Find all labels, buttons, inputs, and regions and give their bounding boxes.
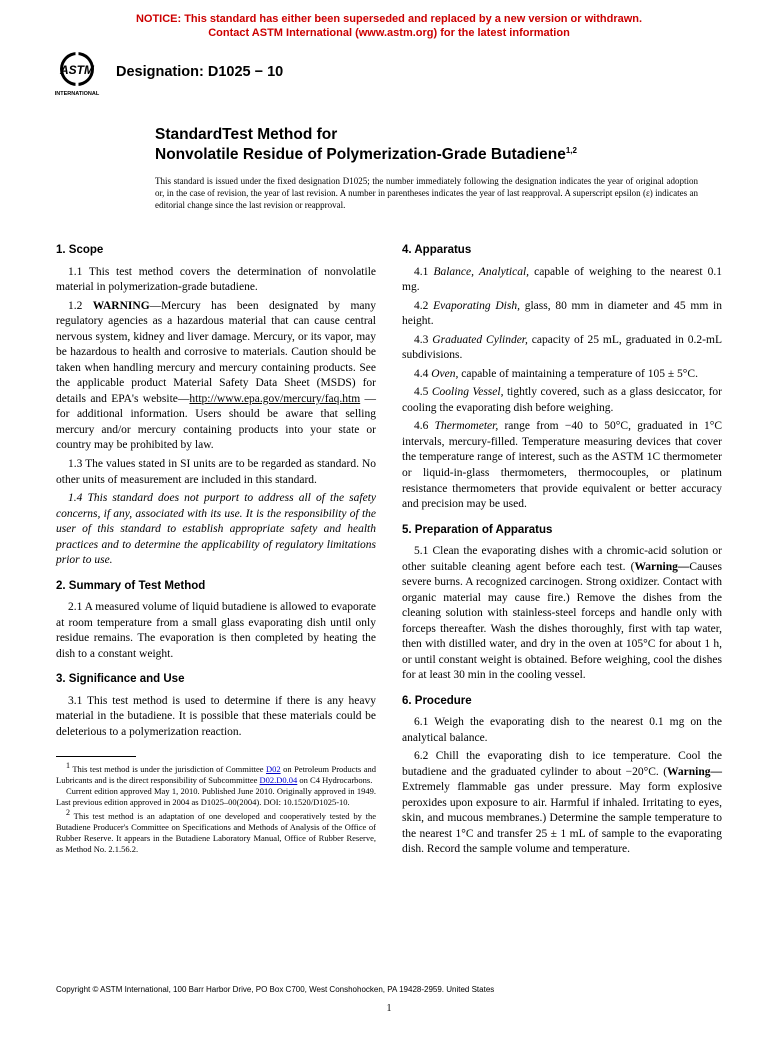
two-column-body: 1. Scope 1.1 This test method covers the… (0, 211, 778, 861)
title-line1: StandardTest Method for (155, 125, 718, 145)
para-1-4: 1.4 This standard does not purport to ad… (56, 491, 376, 569)
footnote-2: 2 This test method is an adaptation of o… (56, 808, 376, 855)
title-line2: Nonvolatile Residue of Polymerization-Gr… (155, 145, 718, 165)
section-5-heading: 5. Preparation of Apparatus (402, 523, 722, 539)
para-4-4: 4.4 Oven, capable of maintaining a tempe… (402, 367, 722, 383)
footnote-1b: Current edition approved May 1, 2010. Pu… (56, 786, 376, 808)
para-5-1: 5.1 Clean the evaporating dishes with a … (402, 544, 722, 684)
section-3-heading: 3. Significance and Use (56, 672, 376, 688)
para-6-1: 6.1 Weigh the evaporating dish to the ne… (402, 715, 722, 746)
committee-d02-link[interactable]: D02 (266, 764, 281, 774)
footnote-divider (56, 756, 136, 757)
section-6-heading: 6. Procedure (402, 694, 722, 710)
header-row: ASTM INTERNATIONAL Designation: D1025 − … (0, 49, 778, 97)
notice-line1: NOTICE: This standard has either been su… (0, 12, 778, 26)
para-4-3: 4.3 Graduated Cylinder, capacity of 25 m… (402, 333, 722, 364)
epa-mercury-link[interactable]: http://www.epa.gov/mercury/faq.htm (189, 393, 360, 405)
designation-code: D1025 − 10 (208, 64, 283, 80)
page-number: 1 (0, 1002, 778, 1016)
para-1-1: 1.1 This test method covers the determin… (56, 265, 376, 296)
svg-text:INTERNATIONAL: INTERNATIONAL (55, 91, 100, 97)
designation: Designation: D1025 − 10 (116, 63, 283, 83)
astm-logo-icon: ASTM INTERNATIONAL (52, 49, 102, 97)
para-4-6: 4.6 Thermometer, range from −40 to 50°C,… (402, 419, 722, 512)
footnote-1: 1 This test method is under the jurisdic… (56, 761, 376, 786)
section-2-heading: 2. Summary of Test Method (56, 579, 376, 595)
para-4-5: 4.5 Cooling Vessel, tightly covered, suc… (402, 385, 722, 416)
para-4-2: 4.2 Evaporating Dish, glass, 80 mm in di… (402, 299, 722, 330)
title-block: StandardTest Method for Nonvolatile Resi… (155, 125, 718, 212)
para-3-1: 3.1 This test method is used to determin… (56, 694, 376, 741)
copyright-text: Copyright © ASTM International, 100 Barr… (0, 985, 778, 996)
page-footer: Copyright © ASTM International, 100 Barr… (0, 985, 778, 1015)
para-1-2: 1.2 WARNING—Mercury has been designated … (56, 299, 376, 454)
title-superscript: 1,2 (566, 146, 577, 155)
notice-line2: Contact ASTM International (www.astm.org… (0, 26, 778, 40)
notice-banner: NOTICE: This standard has either been su… (0, 0, 778, 41)
designation-prefix: Designation: (116, 64, 208, 80)
subcommittee-link[interactable]: D02.D0.04 (260, 775, 298, 785)
section-1-heading: 1. Scope (56, 243, 376, 259)
para-2-1: 2.1 A measured volume of liquid butadien… (56, 600, 376, 662)
left-column: 1. Scope 1.1 This test method covers the… (56, 233, 376, 861)
issued-note: This standard is issued under the fixed … (155, 175, 698, 211)
section-4-heading: 4. Apparatus (402, 243, 722, 259)
right-column: 4. Apparatus 4.1 Balance, Analytical, ca… (402, 233, 722, 861)
para-4-1: 4.1 Balance, Analytical, capable of weig… (402, 265, 722, 296)
svg-text:ASTM: ASTM (59, 63, 95, 77)
para-6-2: 6.2 Chill the evaporating dish to ice te… (402, 749, 722, 858)
para-1-3: 1.3 The values stated in SI units are to… (56, 457, 376, 488)
